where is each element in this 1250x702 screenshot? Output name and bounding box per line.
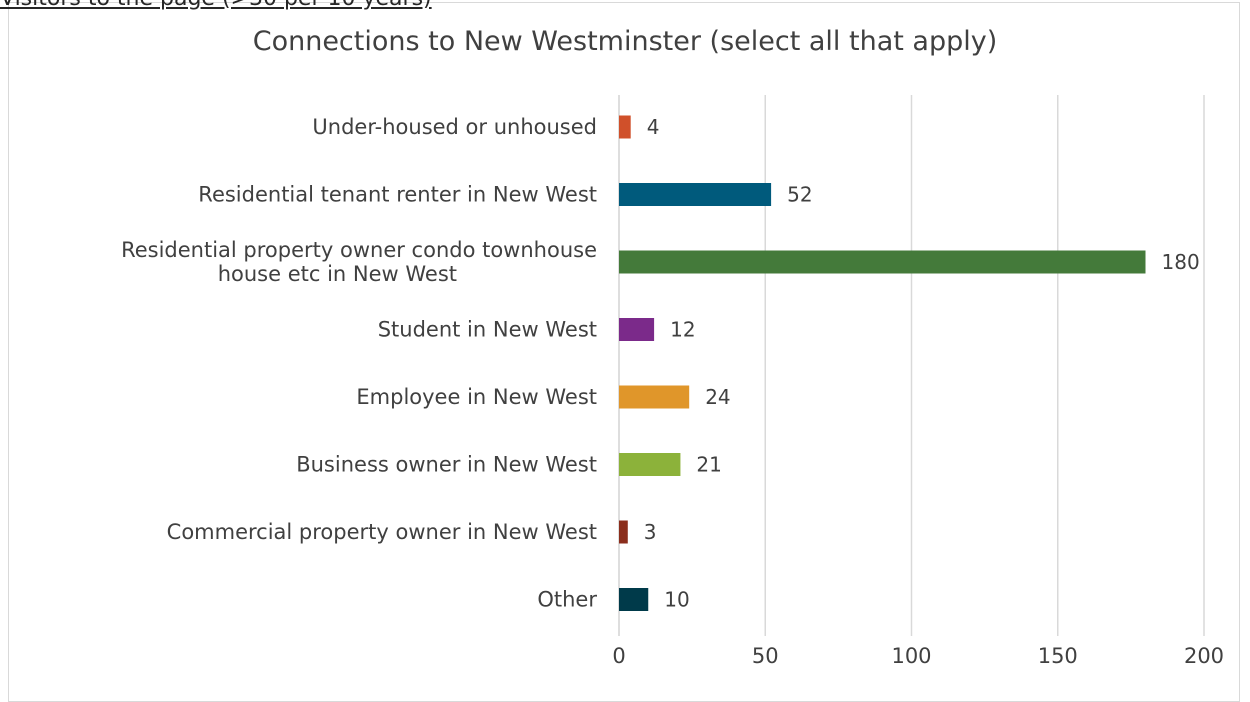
category-label: Employee in New West [356,385,597,409]
bar-chart: Under-housed or unhoused Residential tena… [121,95,1224,668]
bar [619,250,1146,274]
category-label: Student in New West [378,318,597,342]
data-label: 52 [787,183,812,207]
category-label: Other [537,588,597,612]
x-tick-label: 150 [1038,644,1078,668]
top-caption: Visitors to the page (>30 per 10 years) [0,0,432,11]
x-tick-labels: 0 50 100 150 200 [612,644,1224,668]
data-label: 21 [696,453,721,477]
category-label-line: Business owner in New West [296,453,597,477]
bar [619,318,655,341]
bar [619,453,681,476]
category-labels: Under-housed or unhoused Residential tena… [121,115,597,612]
category-label-line: house etc in New West [218,262,457,286]
category-label: Commercial property owner in New West [167,520,597,544]
category-label: Under-housed or unhoused [312,115,597,139]
bars [619,115,1146,611]
category-label-line: Under-housed or unhoused [312,115,597,139]
category-label-line: Commercial property owner in New West [167,520,597,544]
x-tick-label: 100 [891,644,931,668]
data-label: 3 [644,520,657,544]
bar [619,183,772,206]
gridlines [618,95,1205,636]
x-tick-label: 0 [612,644,625,668]
category-label-line: Residential property owner condo townhou… [121,238,597,262]
bar [619,115,631,139]
bar [619,588,649,611]
data-label: 12 [670,318,695,342]
bar [619,520,628,544]
x-tick-label: 50 [752,644,779,668]
category-label-line: Student in New West [378,318,597,342]
data-label: 10 [664,588,689,612]
category-label-line: Other [537,588,597,612]
category-label-line: Residential tenant renter in New West [198,183,597,207]
chart-title: Connections to New Westminster (select a… [252,26,998,57]
x-tick-label: 200 [1184,644,1224,668]
category-label: Business owner in New West [296,453,597,477]
category-label: Residential property owner condo townhou… [121,238,597,286]
data-label: 24 [705,385,730,409]
category-label-line: Employee in New West [356,385,597,409]
data-label: 180 [1162,250,1200,274]
category-label: Residential tenant renter in New West [198,183,597,207]
data-label: 4 [647,115,660,139]
value-labels: 4 52 180 12 24 21 3 10 [644,115,1200,612]
bar [619,385,690,409]
